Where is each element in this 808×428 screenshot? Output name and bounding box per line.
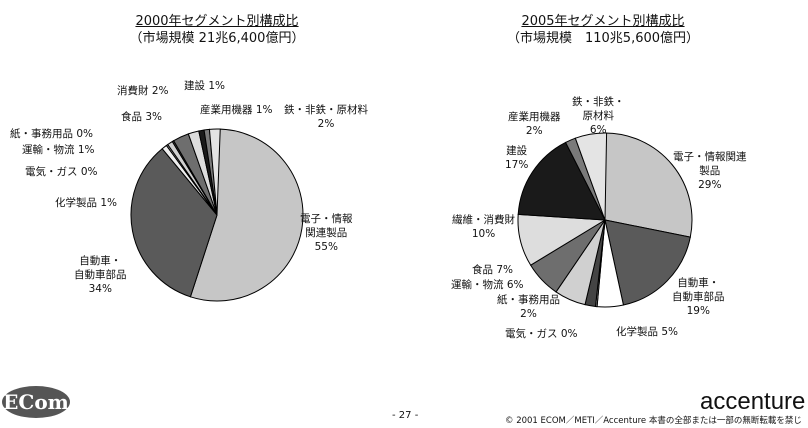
pie2-slice-10 — [574, 132, 608, 221]
label-ind: 産業用機器 1% — [200, 104, 273, 116]
label2-paper: 紙・事務用品 2% — [497, 294, 560, 320]
label-paper: 紙・事務用品 0% — [10, 128, 93, 140]
label2-ind: 産業用機器 2% — [508, 111, 561, 137]
pie2-slice-8 — [517, 141, 606, 221]
accenture-logo: accenture — [700, 388, 806, 415]
label2-trans: 運輸・物流 6% — [451, 279, 524, 291]
label-gas: 電気・ガス 0% — [25, 166, 98, 178]
chart1-title: 2000年セグメント別構成比 — [135, 14, 299, 29]
pie1-slice-10 — [208, 128, 221, 216]
label-trans: 運輸・物流 1% — [22, 144, 95, 156]
label-food: 食品 3% — [121, 111, 162, 123]
ecom-logo: ECom — [2, 386, 70, 418]
label2-food: 食品 7% — [472, 264, 513, 276]
label-auto: 自動車・ 自動車部品 34% — [74, 255, 127, 295]
pie2-slice-0 — [604, 132, 693, 238]
label-build: 建設 1% — [184, 80, 225, 92]
page-number: - 27 - — [392, 410, 419, 421]
label-steel: 鉄・非鉄・原材料 2% — [284, 104, 368, 130]
label2-build: 建設 17% — [505, 145, 529, 171]
label2-elec: 電子・情報関連 製品 29% — [673, 151, 747, 191]
pie2-slice-1 — [604, 219, 691, 306]
chart1-subtitle: （市場規模 21兆6,400億円） — [129, 31, 305, 46]
label2-steel: 鉄・非鉄・ 原材料 6% — [572, 96, 625, 136]
label-chem: 化学製品 1% — [55, 197, 117, 209]
label2-gas: 電気・ガス 0% — [505, 328, 578, 340]
label-elec: 電子・情報 関連製品 55% — [300, 213, 353, 253]
label2-chem: 化学製品 5% — [616, 326, 678, 338]
label2-fiber: 繊維・消費財 10% — [452, 214, 515, 240]
chart2-subtitle: （市場規模 110兆5,600億円） — [506, 31, 700, 46]
chart2-title: 2005年セグメント別構成比 — [521, 14, 685, 29]
pie1-slice-1 — [130, 148, 218, 298]
label-cons: 消費財 2% — [117, 85, 169, 97]
copyright: © 2001 ECOM／METI／Accenture 本書の全部または一部の無断… — [505, 416, 802, 426]
label2-auto: 自動車・ 自動車部品 19% — [672, 277, 725, 317]
